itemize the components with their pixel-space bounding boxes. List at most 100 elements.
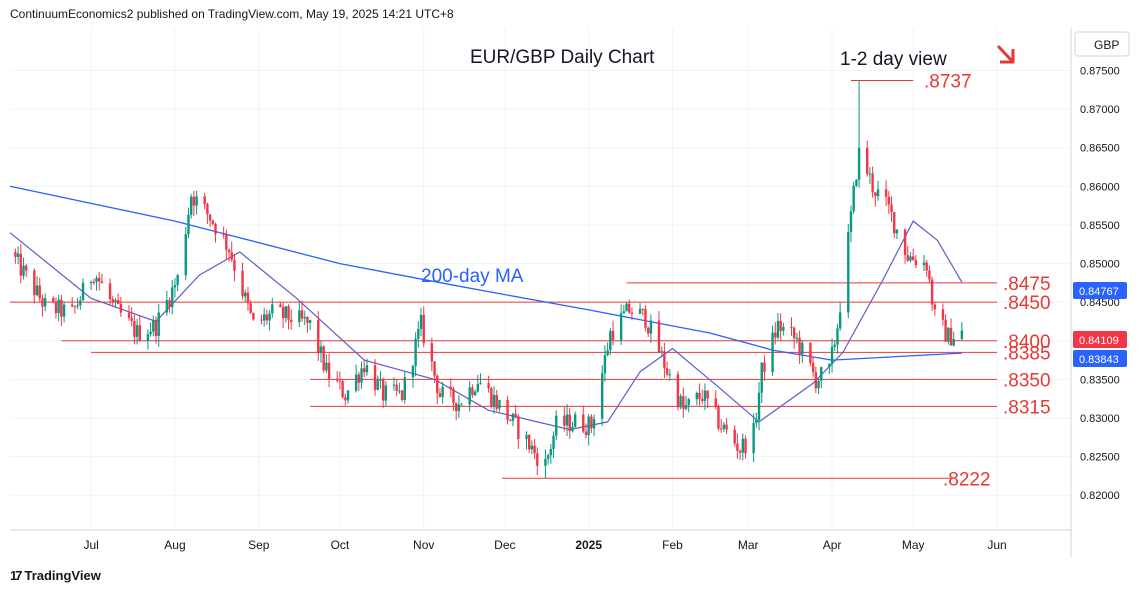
candle-body	[565, 414, 569, 426]
x-tick-label: Oct	[331, 538, 350, 552]
currency-label: GBP	[1094, 38, 1119, 52]
candle-body	[233, 259, 236, 271]
candle-body	[384, 385, 388, 401]
candle-body	[249, 303, 252, 313]
candle-body	[379, 379, 382, 381]
candle-body	[609, 330, 612, 351]
candle-body	[100, 281, 104, 284]
candle-body	[490, 388, 493, 407]
candle-body	[660, 351, 663, 353]
candle-body	[338, 380, 342, 382]
candle-body	[871, 173, 874, 193]
candle-body	[346, 390, 350, 401]
candle-body	[714, 398, 717, 407]
candle-body	[479, 383, 482, 385]
candle-body	[60, 299, 63, 317]
candle-body	[262, 314, 266, 321]
candle-body	[592, 418, 596, 429]
candle-body	[284, 306, 288, 319]
candle-body	[230, 252, 233, 260]
level-label: .8222	[943, 469, 991, 490]
plot-area	[10, 28, 1071, 530]
candle-body	[874, 192, 877, 197]
candle-body	[779, 320, 782, 331]
y-tick-label: 0.87500	[1080, 65, 1120, 77]
tradingview-footer[interactable]: 17 TradingView	[10, 568, 101, 583]
candle-body	[511, 413, 515, 421]
candle-body	[638, 308, 642, 314]
candle-body	[319, 346, 323, 354]
candle-body	[630, 312, 634, 314]
candle-body	[373, 365, 377, 390]
x-tick-label: Jul	[83, 538, 98, 552]
candle-body	[422, 314, 425, 344]
candle-body	[457, 404, 461, 412]
candle-body	[81, 282, 85, 301]
candle-body	[363, 368, 366, 373]
candle-body	[665, 368, 669, 375]
candle-body	[684, 405, 688, 409]
candle-body	[682, 396, 685, 409]
candle-body	[335, 378, 339, 381]
candle-body	[628, 303, 631, 313]
candle-body	[763, 362, 766, 373]
publisher-line: ContinuumEconomics2 published on Trading…	[10, 7, 454, 21]
candle-body	[287, 306, 290, 320]
candle-body	[281, 307, 285, 319]
candle-body	[35, 285, 39, 296]
candle-body	[868, 173, 872, 175]
candle-body	[852, 185, 855, 212]
currency-box[interactable]	[1074, 31, 1130, 57]
candle-body	[211, 220, 215, 225]
candle-body	[438, 393, 442, 397]
candle-body	[403, 377, 406, 401]
x-tick-label: Feb	[662, 538, 683, 552]
y-tick-label: 0.87000	[1080, 104, 1120, 116]
candle-body	[736, 443, 739, 451]
last-price-value: 0.84109	[1079, 335, 1119, 347]
candle-body	[922, 262, 926, 266]
candle-body	[895, 229, 899, 234]
candle-body	[782, 327, 785, 331]
candle-body	[327, 362, 331, 379]
candle-body	[395, 384, 398, 391]
ma-price-value: 0.83843	[1079, 354, 1119, 366]
candle-body	[698, 392, 701, 399]
ma200-label: 200-day MA	[421, 266, 524, 287]
candle-body	[774, 332, 777, 338]
candle-body	[325, 362, 328, 371]
candle-body	[930, 279, 934, 305]
x-tick-label: 2025	[575, 538, 602, 552]
candle-body	[857, 147, 861, 180]
candle-body	[514, 413, 517, 417]
candle-body	[571, 426, 574, 432]
candle-body	[476, 384, 480, 392]
candle-body	[303, 317, 306, 319]
candle-body	[354, 374, 358, 391]
candle-body	[473, 391, 477, 396]
candle-body	[433, 361, 436, 376]
candle-body	[893, 212, 896, 234]
candle-body	[890, 204, 893, 213]
candle-body	[417, 328, 420, 339]
candle-body	[146, 334, 150, 341]
candle-body	[76, 305, 79, 307]
candle-body	[760, 362, 763, 393]
candle-body	[419, 314, 423, 329]
candle-body	[601, 373, 604, 419]
candle-body	[752, 422, 755, 454]
candle-body	[687, 399, 690, 406]
candle-body	[701, 398, 704, 401]
candle-body	[817, 380, 820, 389]
candle-body	[606, 350, 609, 356]
candle-body	[25, 265, 28, 271]
candle-body	[722, 424, 726, 429]
candle-body	[62, 304, 66, 317]
candle-body	[771, 332, 774, 373]
candle-body	[252, 312, 255, 320]
level-label: .8475	[1003, 274, 1051, 295]
y-tick-label: 0.83000	[1080, 413, 1120, 425]
candle-body	[317, 320, 320, 354]
candle-body	[357, 374, 361, 383]
